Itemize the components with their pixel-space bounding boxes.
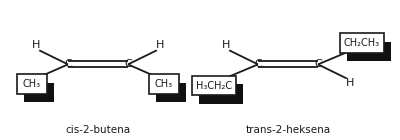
Text: C: C xyxy=(254,59,262,69)
FancyBboxPatch shape xyxy=(347,42,391,61)
FancyBboxPatch shape xyxy=(199,84,243,104)
Text: C: C xyxy=(124,59,132,69)
Text: trans-2-heksena: trans-2-heksena xyxy=(246,125,330,135)
Text: cis-2-butena: cis-2-butena xyxy=(66,125,130,135)
FancyBboxPatch shape xyxy=(192,76,236,95)
FancyBboxPatch shape xyxy=(24,83,54,102)
FancyBboxPatch shape xyxy=(17,74,47,94)
Text: H: H xyxy=(32,40,40,50)
Text: CH₃: CH₃ xyxy=(23,79,41,89)
FancyBboxPatch shape xyxy=(149,74,179,94)
Text: C: C xyxy=(314,59,322,69)
Text: CH₃: CH₃ xyxy=(155,79,173,89)
Text: H: H xyxy=(346,78,354,88)
FancyBboxPatch shape xyxy=(340,33,384,53)
Text: C: C xyxy=(64,59,72,69)
Text: CH₂CH₃: CH₂CH₃ xyxy=(344,38,380,48)
Text: H: H xyxy=(156,40,164,50)
Text: H: H xyxy=(222,40,230,50)
Text: H₃CH₂C: H₃CH₂C xyxy=(196,81,232,91)
FancyBboxPatch shape xyxy=(156,83,186,102)
